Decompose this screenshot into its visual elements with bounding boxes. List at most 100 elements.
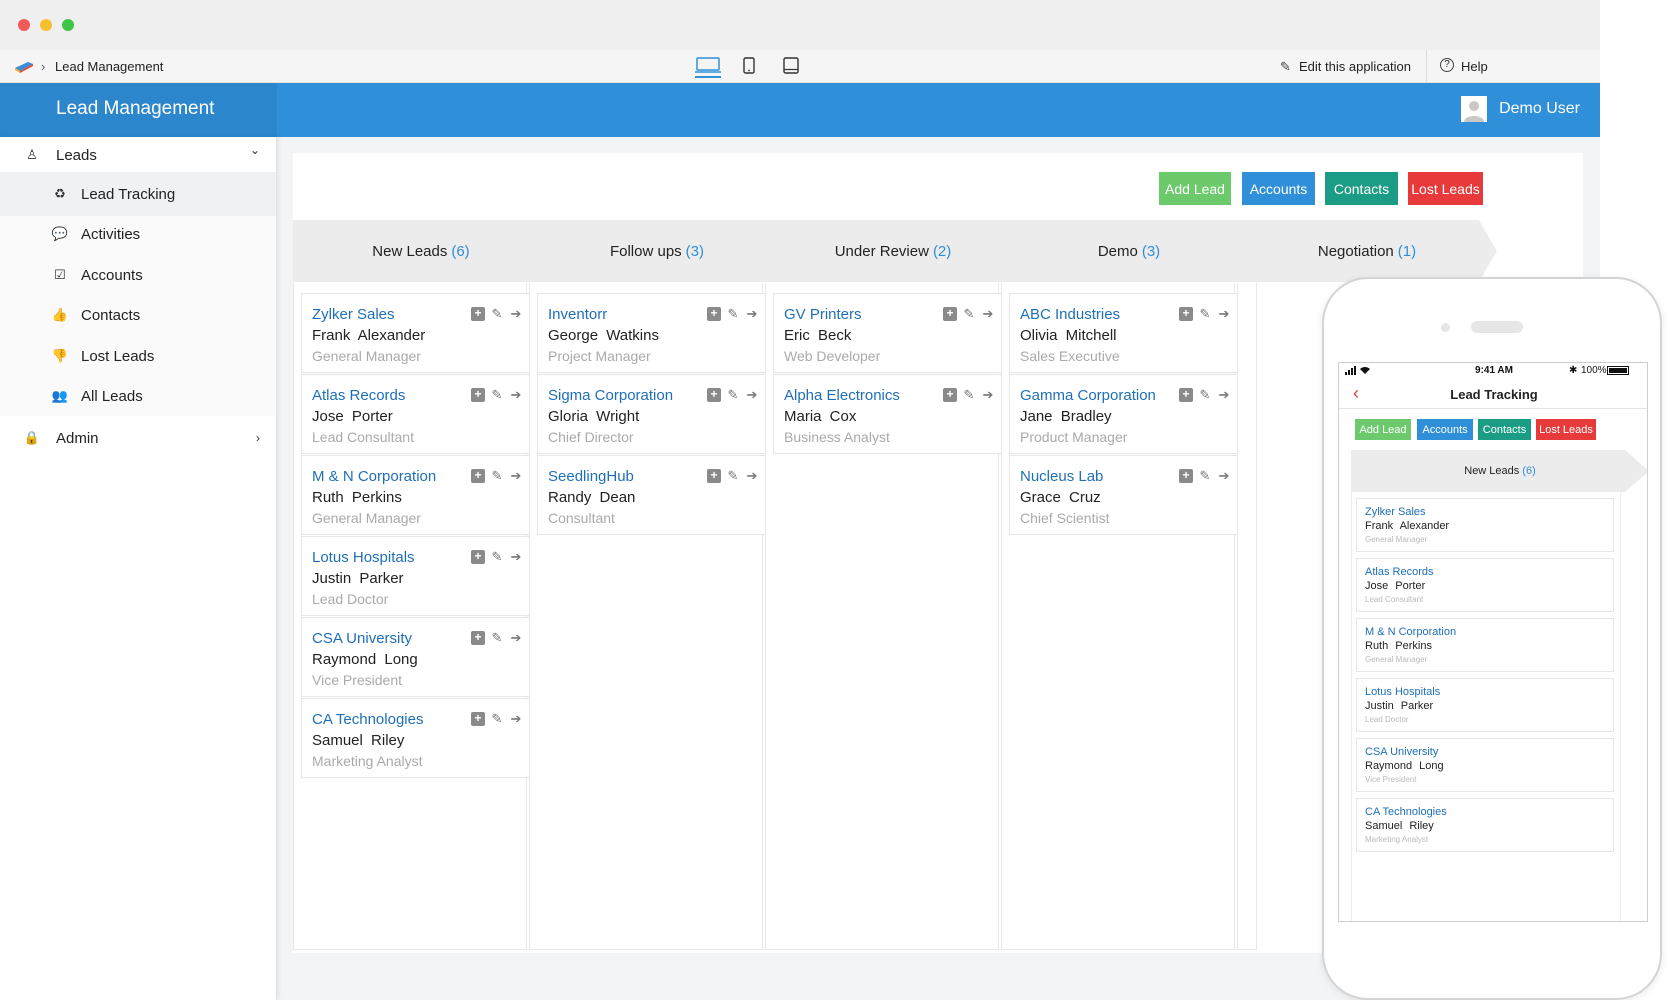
- arrow-right-icon[interactable]: ➔: [746, 387, 758, 402]
- sidebar-item-activities[interactable]: 💬 Activities: [0, 212, 276, 256]
- add-icon[interactable]: +: [471, 307, 485, 321]
- lead-company[interactable]: GV Printers: [784, 306, 862, 323]
- edit-pencil-icon[interactable]: ✎: [1199, 306, 1211, 321]
- phone-lead-card[interactable]: CSA University Raymond Long Vice President: [1356, 738, 1614, 792]
- lead-card[interactable]: GV Printers Eric Beck Web Developer + ✎ ➔: [773, 293, 1004, 373]
- phone-lead-company[interactable]: Atlas Records: [1365, 566, 1434, 578]
- contacts-button[interactable]: Contacts: [1325, 172, 1398, 205]
- lead-card[interactable]: Gamma Corporation Jane Bradley Product Man…: [1009, 374, 1240, 454]
- phone-lead-card[interactable]: Zylker Sales Frank Alexander General Manag…: [1356, 498, 1614, 552]
- edit-pencil-icon[interactable]: ✎: [491, 306, 503, 321]
- lead-company[interactable]: Inventorr: [548, 306, 608, 323]
- add-icon[interactable]: +: [471, 712, 485, 726]
- edit-pencil-icon[interactable]: ✎: [963, 306, 975, 321]
- arrow-right-icon[interactable]: ➔: [1218, 468, 1230, 483]
- mobile-view-icon[interactable]: [742, 56, 756, 81]
- lead-card[interactable]: Lotus Hospitals Justin Parker Lead Doctor +…: [301, 536, 532, 616]
- lead-company[interactable]: Nucleus Lab: [1020, 468, 1104, 485]
- arrow-right-icon[interactable]: ➔: [746, 468, 758, 483]
- phone-lead-company[interactable]: CA Technologies: [1365, 806, 1447, 818]
- back-chevron-icon[interactable]: ‹: [1353, 383, 1359, 403]
- add-icon[interactable]: +: [707, 388, 721, 402]
- lead-company[interactable]: Alpha Electronics: [784, 387, 900, 404]
- lead-card[interactable]: CSA University Raymond Long Vice President…: [301, 617, 532, 697]
- minimize-window-dot[interactable]: [40, 19, 52, 31]
- arrow-right-icon[interactable]: ➔: [1218, 387, 1230, 402]
- edit-pencil-icon[interactable]: ✎: [727, 468, 739, 483]
- accounts-button[interactable]: Accounts: [1242, 172, 1315, 205]
- lead-company[interactable]: ABC Industries: [1020, 306, 1121, 323]
- arrow-right-icon[interactable]: ➔: [746, 306, 758, 321]
- app-logo-icon[interactable]: [14, 59, 34, 73]
- phone-lead-company[interactable]: CSA University: [1365, 746, 1439, 758]
- lead-card[interactable]: CA Technologies Samuel Riley Marketing Ana…: [301, 698, 532, 778]
- lead-company[interactable]: SeedlingHub: [548, 468, 634, 485]
- stage-header-follow-ups[interactable]: Follow ups (3): [529, 220, 785, 282]
- app-title[interactable]: Lead Management: [0, 83, 277, 137]
- pencil-icon[interactable]: ✎: [1280, 59, 1291, 74]
- sidebar-item-lead-tracking[interactable]: ♻ Lead Tracking: [0, 172, 276, 216]
- tablet-view-icon[interactable]: [782, 56, 800, 81]
- edit-pencil-icon[interactable]: ✎: [491, 549, 503, 564]
- stage-header-demo[interactable]: Demo (3): [1001, 220, 1257, 282]
- phone-lead-company[interactable]: Zylker Sales: [1365, 506, 1426, 518]
- lead-company[interactable]: Sigma Corporation: [548, 387, 674, 404]
- sidebar-item-all-leads[interactable]: 👥 All Leads: [0, 374, 276, 418]
- edit-pencil-icon[interactable]: ✎: [491, 387, 503, 402]
- add-icon[interactable]: +: [471, 388, 485, 402]
- stage-header-under-review[interactable]: Under Review (2): [765, 220, 1021, 282]
- lead-company[interactable]: CA Technologies: [312, 711, 424, 728]
- phone-lead-company[interactable]: Lotus Hospitals: [1365, 686, 1441, 698]
- arrow-right-icon[interactable]: ➔: [510, 711, 522, 726]
- lead-card[interactable]: ABC Industries Olivia Mitchell Sales Execu…: [1009, 293, 1240, 373]
- phone-lead-company[interactable]: M & N Corporation: [1365, 626, 1457, 638]
- arrow-right-icon[interactable]: ➔: [1218, 306, 1230, 321]
- add-icon[interactable]: +: [471, 550, 485, 564]
- phone-contacts-button[interactable]: Contacts: [1478, 419, 1531, 440]
- sidebar-item-accounts[interactable]: ☑ Accounts: [0, 253, 276, 297]
- add-icon[interactable]: +: [1179, 469, 1193, 483]
- edit-pencil-icon[interactable]: ✎: [491, 630, 503, 645]
- sidebar-item-admin[interactable]: 🔒 Admin ›: [0, 416, 276, 460]
- sidebar-item-lost-leads[interactable]: 👎 Lost Leads: [0, 334, 276, 378]
- arrow-right-icon[interactable]: ➔: [510, 468, 522, 483]
- edit-pencil-icon[interactable]: ✎: [727, 387, 739, 402]
- arrow-right-icon[interactable]: ➔: [510, 306, 522, 321]
- lead-company[interactable]: Zylker Sales: [312, 306, 395, 323]
- stage-header-negotiation[interactable]: Negotiation (1): [1237, 220, 1497, 282]
- phone-lead-card[interactable]: M & N Corporation Ruth Perkins General Man…: [1356, 618, 1614, 672]
- phone-add-lead-button[interactable]: Add Lead: [1355, 419, 1411, 440]
- desktop-view-icon[interactable]: [693, 56, 723, 83]
- lead-card[interactable]: Inventorr George Watkins Project Manager + ✎…: [537, 293, 768, 373]
- edit-pencil-icon[interactable]: ✎: [1199, 468, 1211, 483]
- lead-company[interactable]: CSA University: [312, 630, 413, 647]
- add-icon[interactable]: +: [943, 307, 957, 321]
- sidebar-item-contacts[interactable]: 👍 Contacts: [0, 293, 276, 337]
- close-window-dot[interactable]: [18, 19, 30, 31]
- add-icon[interactable]: +: [1179, 307, 1193, 321]
- add-icon[interactable]: +: [1179, 388, 1193, 402]
- edit-application-link[interactable]: Edit this application: [1299, 59, 1412, 74]
- add-icon[interactable]: +: [943, 388, 957, 402]
- lost-leads-button[interactable]: Lost Leads: [1408, 172, 1483, 205]
- lead-company[interactable]: Gamma Corporation: [1020, 387, 1156, 404]
- edit-pencil-icon[interactable]: ✎: [727, 306, 739, 321]
- phone-lead-card[interactable]: Lotus Hospitals Justin Parker Lead Doctor: [1356, 678, 1614, 732]
- lead-card[interactable]: Atlas Records Jose Porter Lead Consultant +…: [301, 374, 532, 454]
- arrow-right-icon[interactable]: ➔: [510, 630, 522, 645]
- help-circle-icon[interactable]: ?: [1440, 58, 1454, 72]
- phone-accounts-button[interactable]: Accounts: [1417, 419, 1473, 440]
- add-icon[interactable]: +: [707, 307, 721, 321]
- phone-lead-card[interactable]: Atlas Records Jose Porter Lead Consultant: [1356, 558, 1614, 612]
- add-lead-button[interactable]: Add Lead: [1159, 172, 1231, 205]
- add-icon[interactable]: +: [707, 469, 721, 483]
- edit-pencil-icon[interactable]: ✎: [963, 387, 975, 402]
- lead-card[interactable]: Nucleus Lab Grace Cruz Chief Scientist + ✎ ➔: [1009, 455, 1240, 535]
- lead-card[interactable]: SeedlingHub Randy Dean Consultant + ✎ ➔: [537, 455, 768, 535]
- edit-pencil-icon[interactable]: ✎: [491, 468, 503, 483]
- phone-lead-card[interactable]: CA Technologies Samuel Riley Marketing Ana…: [1356, 798, 1614, 852]
- lead-card[interactable]: Alpha Electronics Maria Cox Business Analy…: [773, 374, 1004, 454]
- stage-header-new-leads[interactable]: New Leads (6): [293, 220, 549, 282]
- arrow-right-icon[interactable]: ➔: [982, 306, 994, 321]
- lead-card[interactable]: M & N Corporation Ruth Perkins General Man…: [301, 455, 532, 535]
